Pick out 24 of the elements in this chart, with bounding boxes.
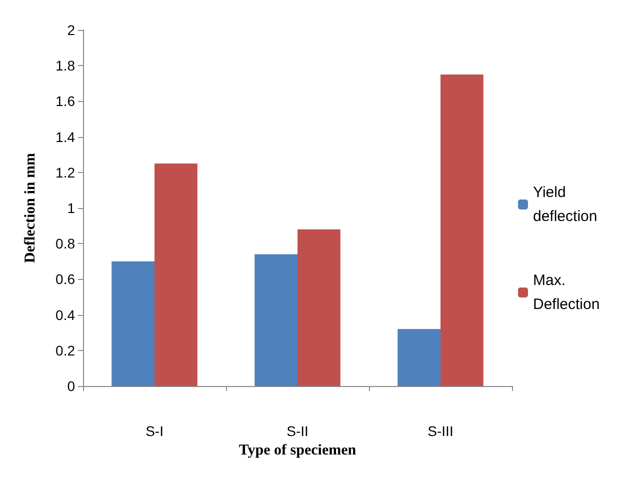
x-tick-label: S-II bbox=[286, 423, 308, 439]
bar bbox=[254, 254, 298, 386]
y-tick-label: 1.4 bbox=[56, 128, 76, 145]
y-tick-label: 1.6 bbox=[56, 93, 76, 110]
bar bbox=[112, 261, 154, 386]
x-axis-title: Type of speciemen bbox=[238, 442, 357, 458]
legend-label: Yield deflection bbox=[533, 184, 598, 225]
y-axis-title: Deflection in mm bbox=[22, 152, 38, 263]
y-tick-label: 0.4 bbox=[56, 306, 76, 323]
bar bbox=[154, 164, 198, 386]
y-tick-label: 0.6 bbox=[56, 271, 76, 288]
y-tick-label: 0.8 bbox=[56, 236, 76, 252]
y-tick-label: 2 bbox=[67, 22, 76, 38]
bar bbox=[440, 74, 484, 386]
y-tick-label: 1.8 bbox=[56, 58, 76, 74]
x-tick-label: S-III bbox=[428, 423, 454, 439]
bar bbox=[398, 329, 440, 386]
x-tick-label: S-I bbox=[146, 423, 164, 439]
y-tick-label: 0 bbox=[67, 378, 76, 394]
bar bbox=[298, 229, 340, 386]
y-tick-label: 0.2 bbox=[56, 342, 76, 358]
y-tick-label: 1.2 bbox=[56, 164, 76, 180]
legend-label: Max. Deflection bbox=[533, 272, 600, 313]
y-tick-label: 1 bbox=[67, 200, 76, 216]
